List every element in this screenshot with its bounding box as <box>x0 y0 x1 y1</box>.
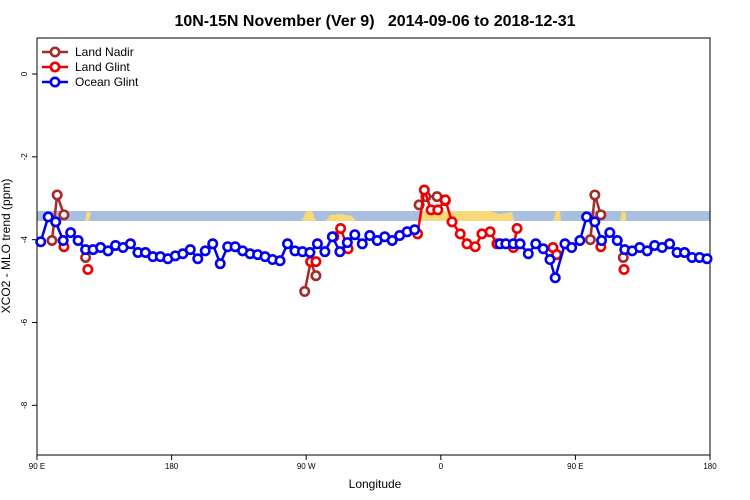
data-point <box>334 246 346 258</box>
data-point <box>641 245 653 257</box>
data-point <box>311 238 323 250</box>
data-point <box>50 216 62 228</box>
land-patch <box>418 211 514 221</box>
y-axis-label: XCO2 - MLO trend (ppm) <box>0 179 13 314</box>
data-point <box>335 222 347 234</box>
data-point <box>544 254 556 266</box>
data-point <box>65 227 77 239</box>
data-point <box>184 244 196 256</box>
data-point <box>581 211 593 223</box>
x-tick-label: 180 <box>165 462 179 471</box>
legend-label: Land Nadir <box>75 45 134 59</box>
data-point <box>304 247 316 259</box>
data-point <box>418 184 430 196</box>
data-point <box>589 216 601 228</box>
data-point <box>386 234 398 246</box>
data-point <box>214 258 226 270</box>
data-point <box>310 270 322 282</box>
land-ocean-strip <box>37 211 710 221</box>
data-point <box>522 248 534 260</box>
land-patch <box>326 214 356 221</box>
data-point <box>595 209 607 221</box>
y-tick-label: -6 <box>20 318 29 326</box>
y-tick-label: -8 <box>20 401 29 409</box>
ocean-band <box>37 211 710 221</box>
data-point <box>42 211 54 223</box>
data-point <box>530 238 542 250</box>
data-point <box>35 236 47 248</box>
legend-marker <box>49 61 61 73</box>
data-point <box>82 263 94 275</box>
plot-frame <box>36 37 711 456</box>
data-point <box>511 222 523 234</box>
data-point <box>454 228 466 240</box>
data-point <box>549 272 561 284</box>
data-point <box>469 241 481 253</box>
data-point <box>124 238 136 250</box>
data-point <box>589 189 601 201</box>
data-point <box>326 231 338 243</box>
data-point <box>349 229 361 241</box>
data-point <box>102 245 114 257</box>
data-point <box>46 234 58 246</box>
data-point <box>274 255 286 267</box>
land-patch <box>85 211 91 221</box>
data-point <box>207 238 219 250</box>
data-point <box>584 234 596 246</box>
x-tick-label: 0 <box>439 462 444 471</box>
data-point <box>192 253 204 265</box>
data-point <box>319 246 331 258</box>
land-patch <box>302 211 316 221</box>
legend-label: Land Glint <box>75 60 130 74</box>
data-point <box>566 242 578 254</box>
data-point <box>618 263 630 275</box>
data-point <box>701 253 713 265</box>
x-tick-label: 180 <box>703 462 717 471</box>
data-point <box>199 245 211 257</box>
data-point <box>282 238 294 250</box>
data-point <box>58 209 70 221</box>
data-point <box>679 247 691 259</box>
data-point <box>51 189 63 201</box>
chart-title: 10N-15N November (Ver 9) 2014-09-06 to 2… <box>174 13 575 30</box>
x-tick-label: 90 E <box>567 462 583 471</box>
data-point <box>356 238 368 250</box>
land-patch <box>620 211 626 221</box>
data-point <box>611 234 623 246</box>
data-point <box>446 216 458 228</box>
x-axis-label: Longitude <box>349 477 402 491</box>
data-point <box>537 243 549 255</box>
y-tick-label: -4 <box>20 236 29 244</box>
data-point <box>514 238 526 250</box>
legend-label: Ocean Glint <box>75 75 139 89</box>
data-point <box>596 234 608 246</box>
data-point <box>604 227 616 239</box>
data-point <box>432 204 444 216</box>
legend-marker <box>49 46 61 58</box>
x-tick-label: 90 E <box>29 462 45 471</box>
data-point <box>310 256 322 268</box>
y-tick-label: -2 <box>20 153 29 161</box>
data-point <box>341 237 353 249</box>
data-point <box>409 224 421 236</box>
data-point <box>364 230 376 242</box>
y-tick-label: 0 <box>20 71 29 76</box>
land-patch <box>553 211 561 221</box>
data-point <box>664 238 676 250</box>
data-point <box>439 194 451 206</box>
legend-marker <box>49 76 61 88</box>
x-tick-label: 90 W <box>297 462 316 471</box>
data-point <box>299 285 311 297</box>
data-point <box>574 234 586 246</box>
data-point <box>484 226 496 238</box>
data-point <box>57 234 69 246</box>
data-point <box>72 234 84 246</box>
